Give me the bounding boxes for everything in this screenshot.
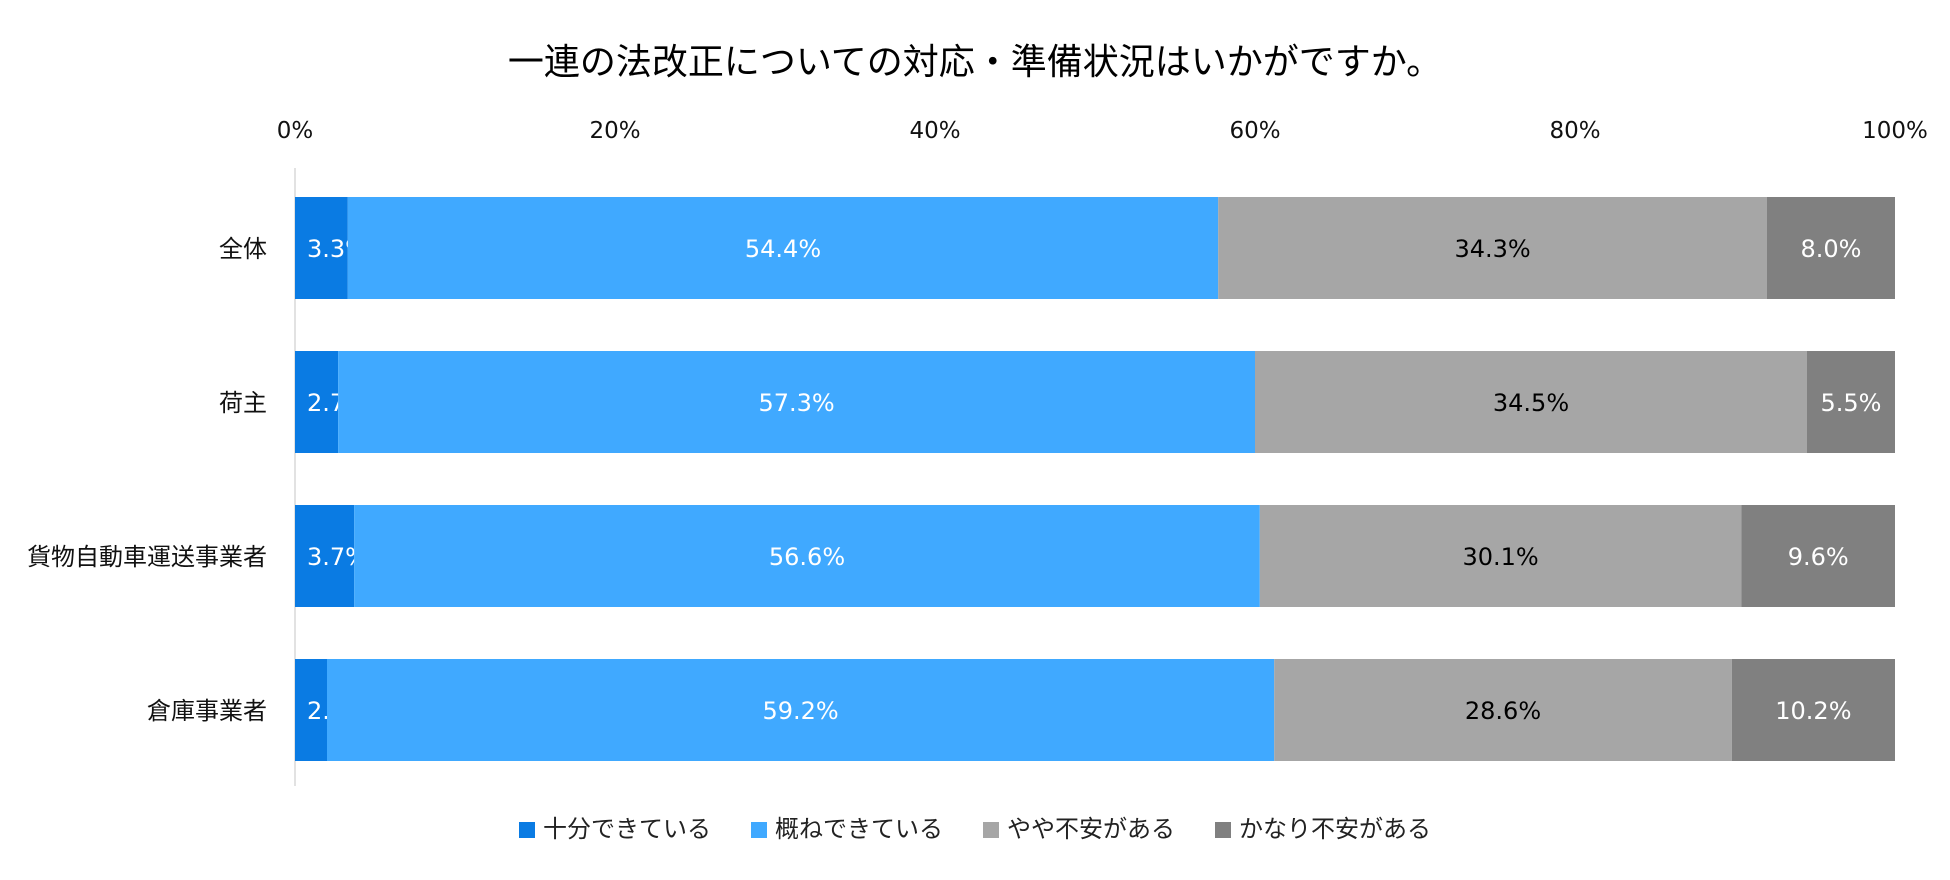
category-label: 荷主	[219, 389, 267, 417]
category-label: 貨物自動車運送事業者	[27, 543, 267, 571]
legend: 十分できている 概ねできている やや不安がある かなり不安がある	[519, 815, 1431, 843]
bar-segment	[1218, 197, 1767, 299]
bar-segment	[327, 659, 1275, 761]
data-label: 54.4%	[745, 235, 821, 263]
bar-segment	[295, 659, 327, 761]
bar-segment	[295, 351, 339, 453]
bar-segment	[1274, 659, 1732, 761]
data-label: 56.6%	[769, 543, 845, 571]
x-tick-label: 0%	[277, 118, 314, 144]
data-label: 57.3%	[758, 389, 834, 417]
data-label: 34.5%	[1493, 389, 1569, 417]
data-label: 8.0%	[1801, 235, 1862, 263]
bar-segment	[1731, 659, 1895, 761]
bar-segment	[1255, 351, 1807, 453]
data-label: 34.3%	[1454, 235, 1530, 263]
data-label: 10.2%	[1775, 697, 1851, 725]
legend-label: 概ねできている	[775, 815, 943, 843]
x-tick-label: 100%	[1862, 118, 1928, 144]
bar-segment	[1807, 351, 1895, 453]
data-label: 30.1%	[1462, 543, 1538, 571]
x-tick-label: 20%	[589, 118, 640, 144]
x-tick-label: 80%	[1549, 118, 1600, 144]
legend-label: かなり不安がある	[1239, 815, 1431, 843]
legend-label: 十分できている	[543, 815, 711, 843]
legend-swatch	[983, 822, 999, 838]
legend-label: やや不安がある	[1007, 815, 1175, 843]
bar-segment	[347, 197, 1219, 299]
bar-segment	[295, 505, 355, 607]
bar-segment	[354, 505, 1260, 607]
legend-swatch	[1215, 822, 1231, 838]
bar-segment	[1767, 197, 1895, 299]
bar-segment	[338, 351, 1255, 453]
bars-group: 全体 3.3% 54.4% 34.3% 8.0%荷主 2.7% 57.3% 34.5% 5.5%…	[27, 197, 1895, 761]
data-label: 5.5%	[1821, 389, 1882, 417]
legend-swatch	[751, 822, 767, 838]
category-label: 倉庫事業者	[147, 697, 267, 725]
data-label: 28.6%	[1465, 697, 1541, 725]
x-tick-label: 60%	[1229, 118, 1280, 144]
data-label: 9.6%	[1788, 543, 1849, 571]
axis-group: 0% 20% 40% 60% 80% 100%	[277, 118, 1928, 786]
bar-segment	[1741, 505, 1895, 607]
bar-segment	[1259, 505, 1742, 607]
chart-title: 一連の法改正についての対応・準備状況はいかがですか。	[508, 42, 1442, 83]
bar-segment	[295, 197, 348, 299]
data-label: 59.2%	[762, 697, 838, 725]
legend-swatch	[519, 822, 535, 838]
x-tick-label: 40%	[909, 118, 960, 144]
category-label: 全体	[219, 235, 267, 263]
